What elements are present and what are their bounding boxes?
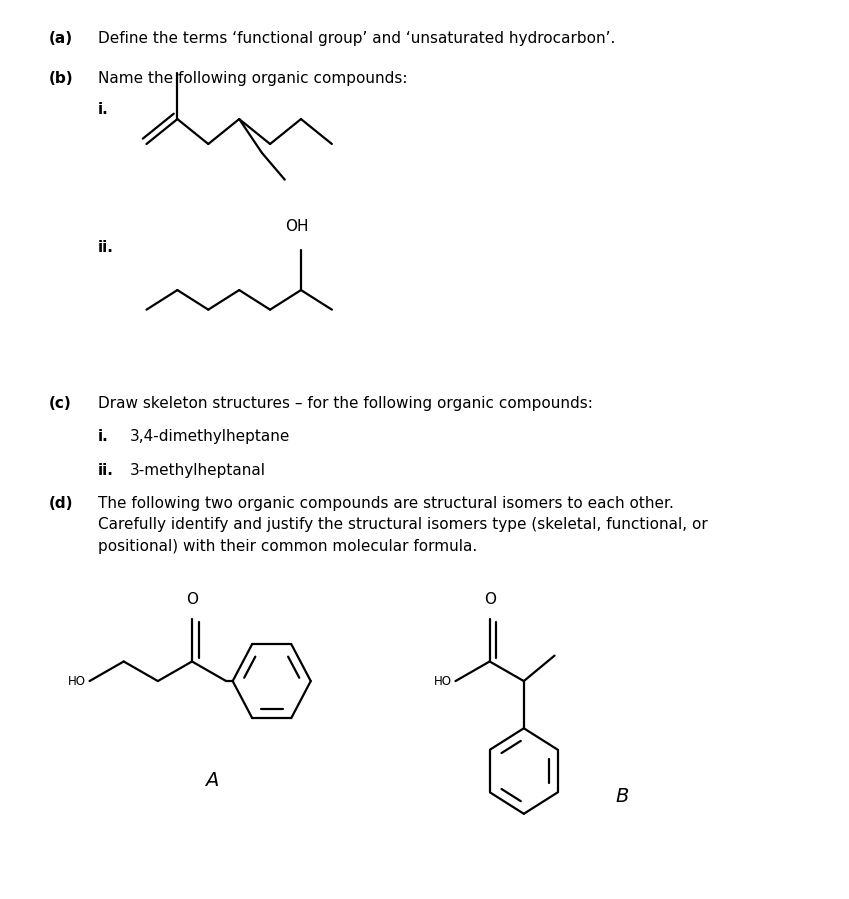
Text: (c): (c) [49, 396, 71, 411]
Text: 3-methylheptanal: 3-methylheptanal [130, 463, 267, 478]
Text: B: B [616, 788, 629, 806]
Text: (b): (b) [49, 71, 74, 86]
Text: OH: OH [285, 219, 309, 234]
Text: Define the terms ‘functional group’ and ‘unsaturated hydrocarbon’.: Define the terms ‘functional group’ and … [98, 31, 615, 46]
Text: The following two organic compounds are structural isomers to each other.
Carefu: The following two organic compounds are … [98, 496, 707, 554]
Text: Draw skeleton structures – for the following organic compounds:: Draw skeleton structures – for the follo… [98, 396, 593, 411]
Text: O: O [484, 592, 496, 607]
Text: (a): (a) [49, 31, 73, 46]
Text: A: A [205, 771, 218, 790]
Text: (d): (d) [49, 496, 73, 511]
Text: i.: i. [98, 102, 109, 117]
Text: ii.: ii. [98, 240, 114, 255]
Text: ii.: ii. [98, 463, 114, 478]
Text: Name the following organic compounds:: Name the following organic compounds: [98, 71, 408, 86]
Text: HO: HO [434, 674, 452, 688]
Text: HO: HO [67, 674, 86, 688]
Text: O: O [186, 592, 198, 607]
Text: 3,4-dimethylheptane: 3,4-dimethylheptane [130, 429, 290, 444]
Text: i.: i. [98, 429, 109, 444]
